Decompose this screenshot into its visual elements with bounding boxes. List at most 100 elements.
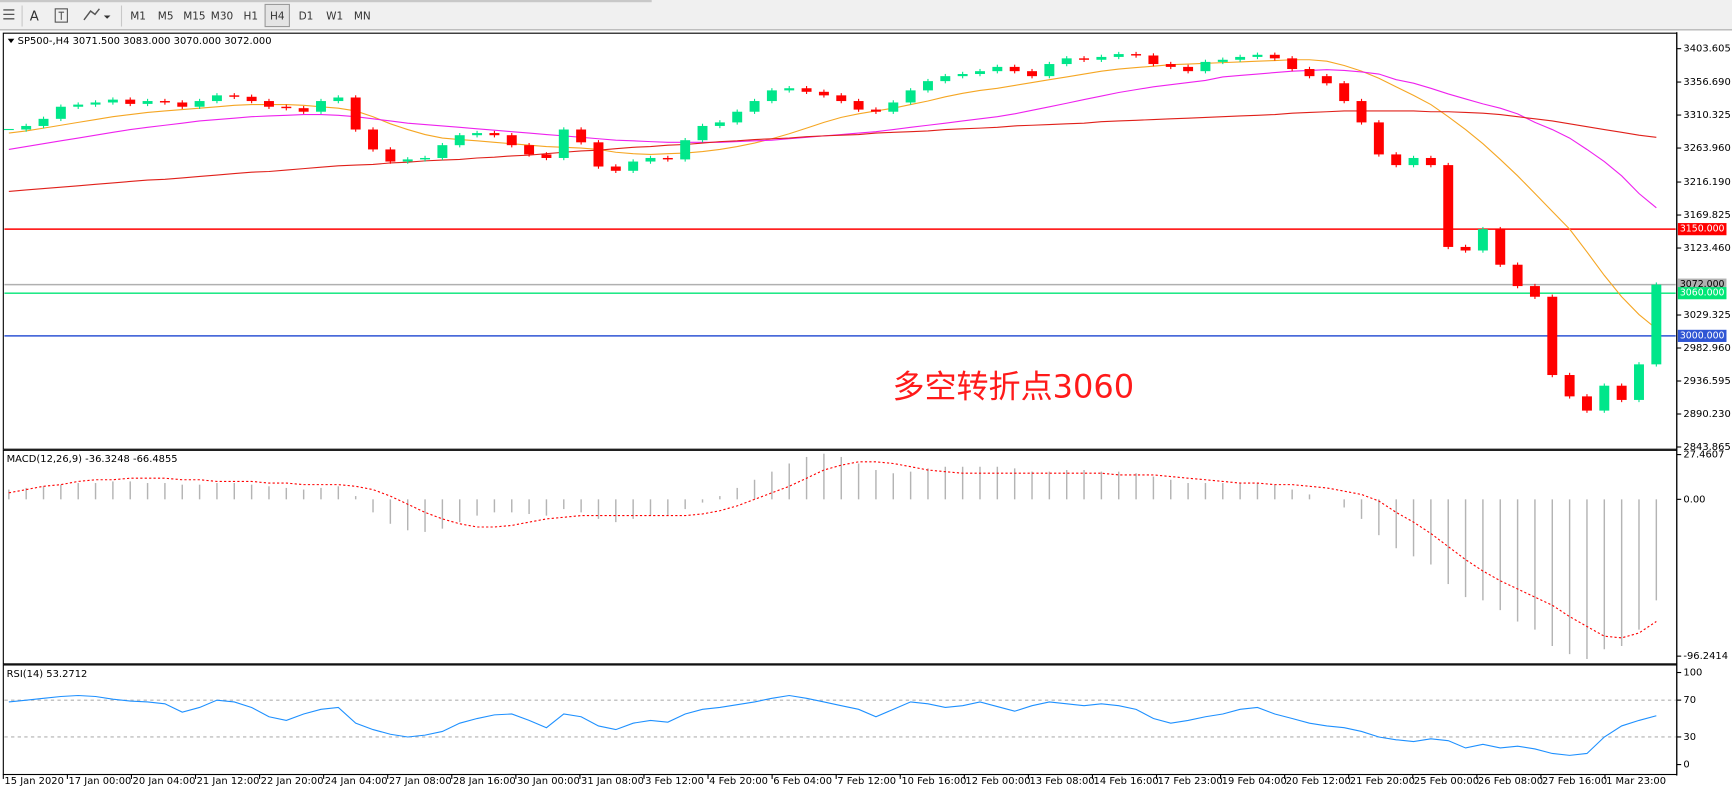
candle (1373, 122, 1384, 155)
y-tick-label: 3403.605 (1683, 44, 1730, 55)
candle (281, 106, 292, 109)
x-tick-label: 4 Feb 20:00 (709, 776, 768, 787)
x-tick-label: 20 Jan 04:00 (133, 776, 196, 787)
candle (333, 97, 344, 102)
price-tag-bg (1677, 287, 1727, 300)
timeframe-button[interactable]: M30 (211, 11, 233, 23)
candle (1356, 101, 1367, 123)
x-tick-label: 30 Jan 00:00 (517, 776, 580, 787)
x-tick-label: 7 Feb 12:00 (837, 776, 896, 787)
x-tick-label: 31 Jan 08:00 (581, 776, 644, 787)
price-tag: 3060.000 (1680, 288, 1725, 299)
x-tick-label: 19 Feb 04:00 (1222, 776, 1287, 787)
candle (1564, 375, 1575, 397)
candle (922, 81, 933, 91)
candle (1391, 154, 1402, 166)
timeframe-button[interactable]: M15 (183, 11, 205, 23)
timeframe-button[interactable]: D1 (299, 11, 314, 23)
candle (420, 157, 431, 160)
timeframe-bar: M1 M5 M15 M30 H1 H4 D1 W1 MN (130, 3, 371, 28)
x-tick-label: 24 Jan 04:00 (325, 776, 388, 787)
moving-average (8, 110, 1657, 192)
candle (1200, 61, 1211, 72)
candle (437, 145, 448, 158)
candle (593, 142, 604, 167)
rsi-title: RSI(14) 53.2712 (7, 669, 88, 680)
candle (1183, 66, 1194, 72)
x-tick-label: 17 Jan 00:00 (68, 776, 131, 787)
timeframe-active (264, 3, 290, 28)
timeframe-button[interactable]: H1 (243, 11, 258, 23)
candle (1547, 296, 1558, 376)
candle (194, 101, 205, 107)
y-tick-label: 0.00 (1683, 494, 1705, 505)
toolbar-top (0, 0, 652, 3)
candle (55, 106, 66, 119)
candle (90, 102, 101, 105)
candle (1495, 229, 1506, 265)
toolbar: A M1 M5 M15 M30 H1 H4 D1 W1 MN (0, 0, 1732, 31)
x-tick-label: 20 Feb 12:00 (1286, 776, 1351, 787)
x-tick-label: 21 Jan 12:00 (197, 776, 260, 787)
candle (888, 102, 899, 112)
price-tag: 3150.000 (1680, 224, 1725, 235)
y-tick-label: 3029.325 (1683, 310, 1730, 321)
candle (1096, 56, 1107, 60)
candle (1408, 157, 1419, 166)
candle (1269, 54, 1280, 59)
icon (83, 8, 100, 21)
timeframe-button[interactable]: M1 (130, 11, 146, 23)
candle (472, 133, 483, 136)
y-tick-label: 3216.190 (1683, 177, 1730, 188)
x-tick-label: 22 Jan 20:00 (261, 776, 324, 787)
candle (558, 129, 569, 158)
timeframe-button[interactable]: MN (354, 11, 371, 23)
candle (350, 97, 361, 130)
candle (73, 104, 84, 107)
candle (992, 66, 1003, 72)
candle (298, 108, 309, 112)
y-tick-label: 3356.690 (1683, 77, 1730, 88)
x-tick-label: 21 Feb 20:00 (1350, 776, 1415, 787)
symbol-title: SP500-,H4 3071.500 3083.000 3070.000 307… (18, 36, 272, 47)
candle (38, 118, 49, 126)
y-tick-label: 0 (1683, 760, 1689, 771)
candle (1321, 76, 1332, 84)
candle (402, 159, 413, 162)
timeframe-button[interactable]: M5 (158, 11, 174, 23)
x-tick-label: 13 Feb 08:00 (1029, 776, 1094, 787)
candle (211, 95, 222, 102)
icon (3, 9, 15, 20)
candle (940, 76, 951, 82)
candle (576, 129, 587, 143)
label-tool[interactable] (54, 8, 68, 23)
candle (263, 101, 274, 107)
text-tool[interactable]: A (30, 10, 39, 25)
price-tag-bg (1677, 223, 1727, 236)
candle (628, 161, 639, 171)
y-tick-label: 70 (1683, 695, 1696, 706)
timeframe-button[interactable]: H4 (270, 11, 285, 23)
candle (697, 125, 708, 141)
x-tick-label: 12 Feb 00:00 (965, 776, 1030, 787)
arrow-tool[interactable] (83, 8, 111, 21)
x-tick-label: 15 Jan 2020 (4, 776, 64, 787)
y-tick-label: 3123.460 (1683, 243, 1730, 254)
candle (1634, 364, 1644, 400)
candle (1009, 66, 1020, 72)
candle (1027, 71, 1037, 77)
candle (905, 90, 916, 103)
candle (1148, 55, 1159, 65)
candle (368, 129, 378, 150)
candle (142, 101, 153, 104)
moving-average (8, 59, 1657, 330)
y-tick-label: 2982.960 (1683, 343, 1730, 354)
price-tag: 3072.000 (1680, 279, 1725, 290)
candle (541, 154, 552, 158)
candle (870, 109, 881, 112)
price-tag: 3000.000 (1680, 330, 1725, 341)
toolbar-bg (0, 0, 1732, 30)
cursor-tool[interactable] (3, 9, 15, 20)
timeframe-button[interactable]: W1 (326, 11, 343, 23)
y-tick-label: 2936.595 (1683, 376, 1730, 387)
